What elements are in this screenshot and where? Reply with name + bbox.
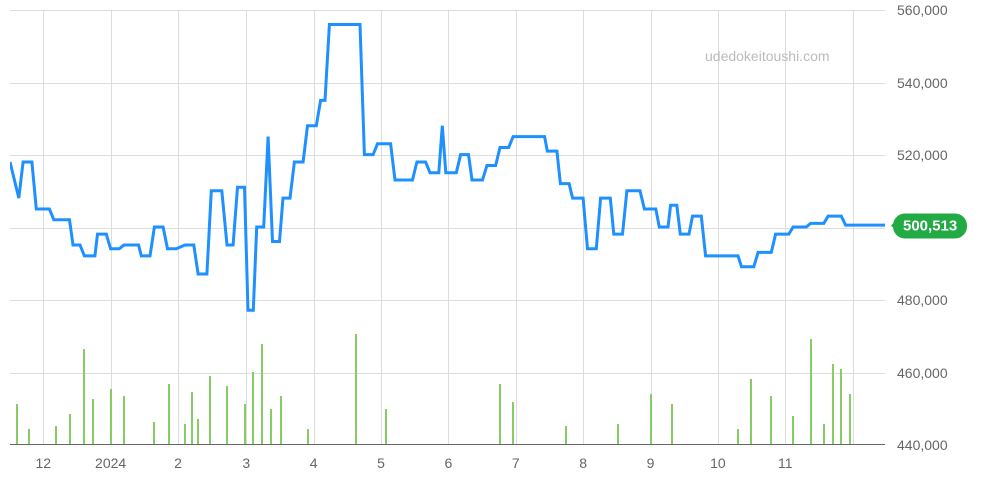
x-tick-label: 2 [174, 455, 182, 471]
x-tick-label: 7 [512, 455, 520, 471]
current-price-badge: 500,513 [893, 213, 967, 238]
price-line [10, 24, 885, 310]
x-tick-label: 2024 [95, 455, 126, 471]
y-tick-label: 440,000 [897, 437, 948, 453]
price-chart: udedokeitoushi.com 440,000 460,000 480,000… [0, 0, 1000, 500]
watermark: udedokeitoushi.com [705, 48, 830, 64]
x-tick-label: 4 [310, 455, 318, 471]
price-line-layer [10, 10, 885, 444]
x-tick-label: 10 [710, 455, 726, 471]
y-tick-label: 480,000 [897, 292, 948, 308]
current-price-value: 500,513 [903, 217, 957, 234]
x-tick-label: 3 [242, 455, 250, 471]
y-tick-label: 540,000 [897, 75, 948, 91]
y-tick-label: 560,000 [897, 2, 948, 18]
x-tick-label: 8 [579, 455, 587, 471]
y-tick-label: 520,000 [897, 147, 948, 163]
y-tick-label: 460,000 [897, 365, 948, 381]
x-tick-label: 12 [35, 455, 51, 471]
x-tick-label: 5 [377, 455, 385, 471]
plot-area: udedokeitoushi.com [10, 10, 885, 445]
x-tick-label: 9 [647, 455, 655, 471]
x-tick-label: 11 [778, 455, 793, 471]
x-tick-label: 6 [444, 455, 452, 471]
